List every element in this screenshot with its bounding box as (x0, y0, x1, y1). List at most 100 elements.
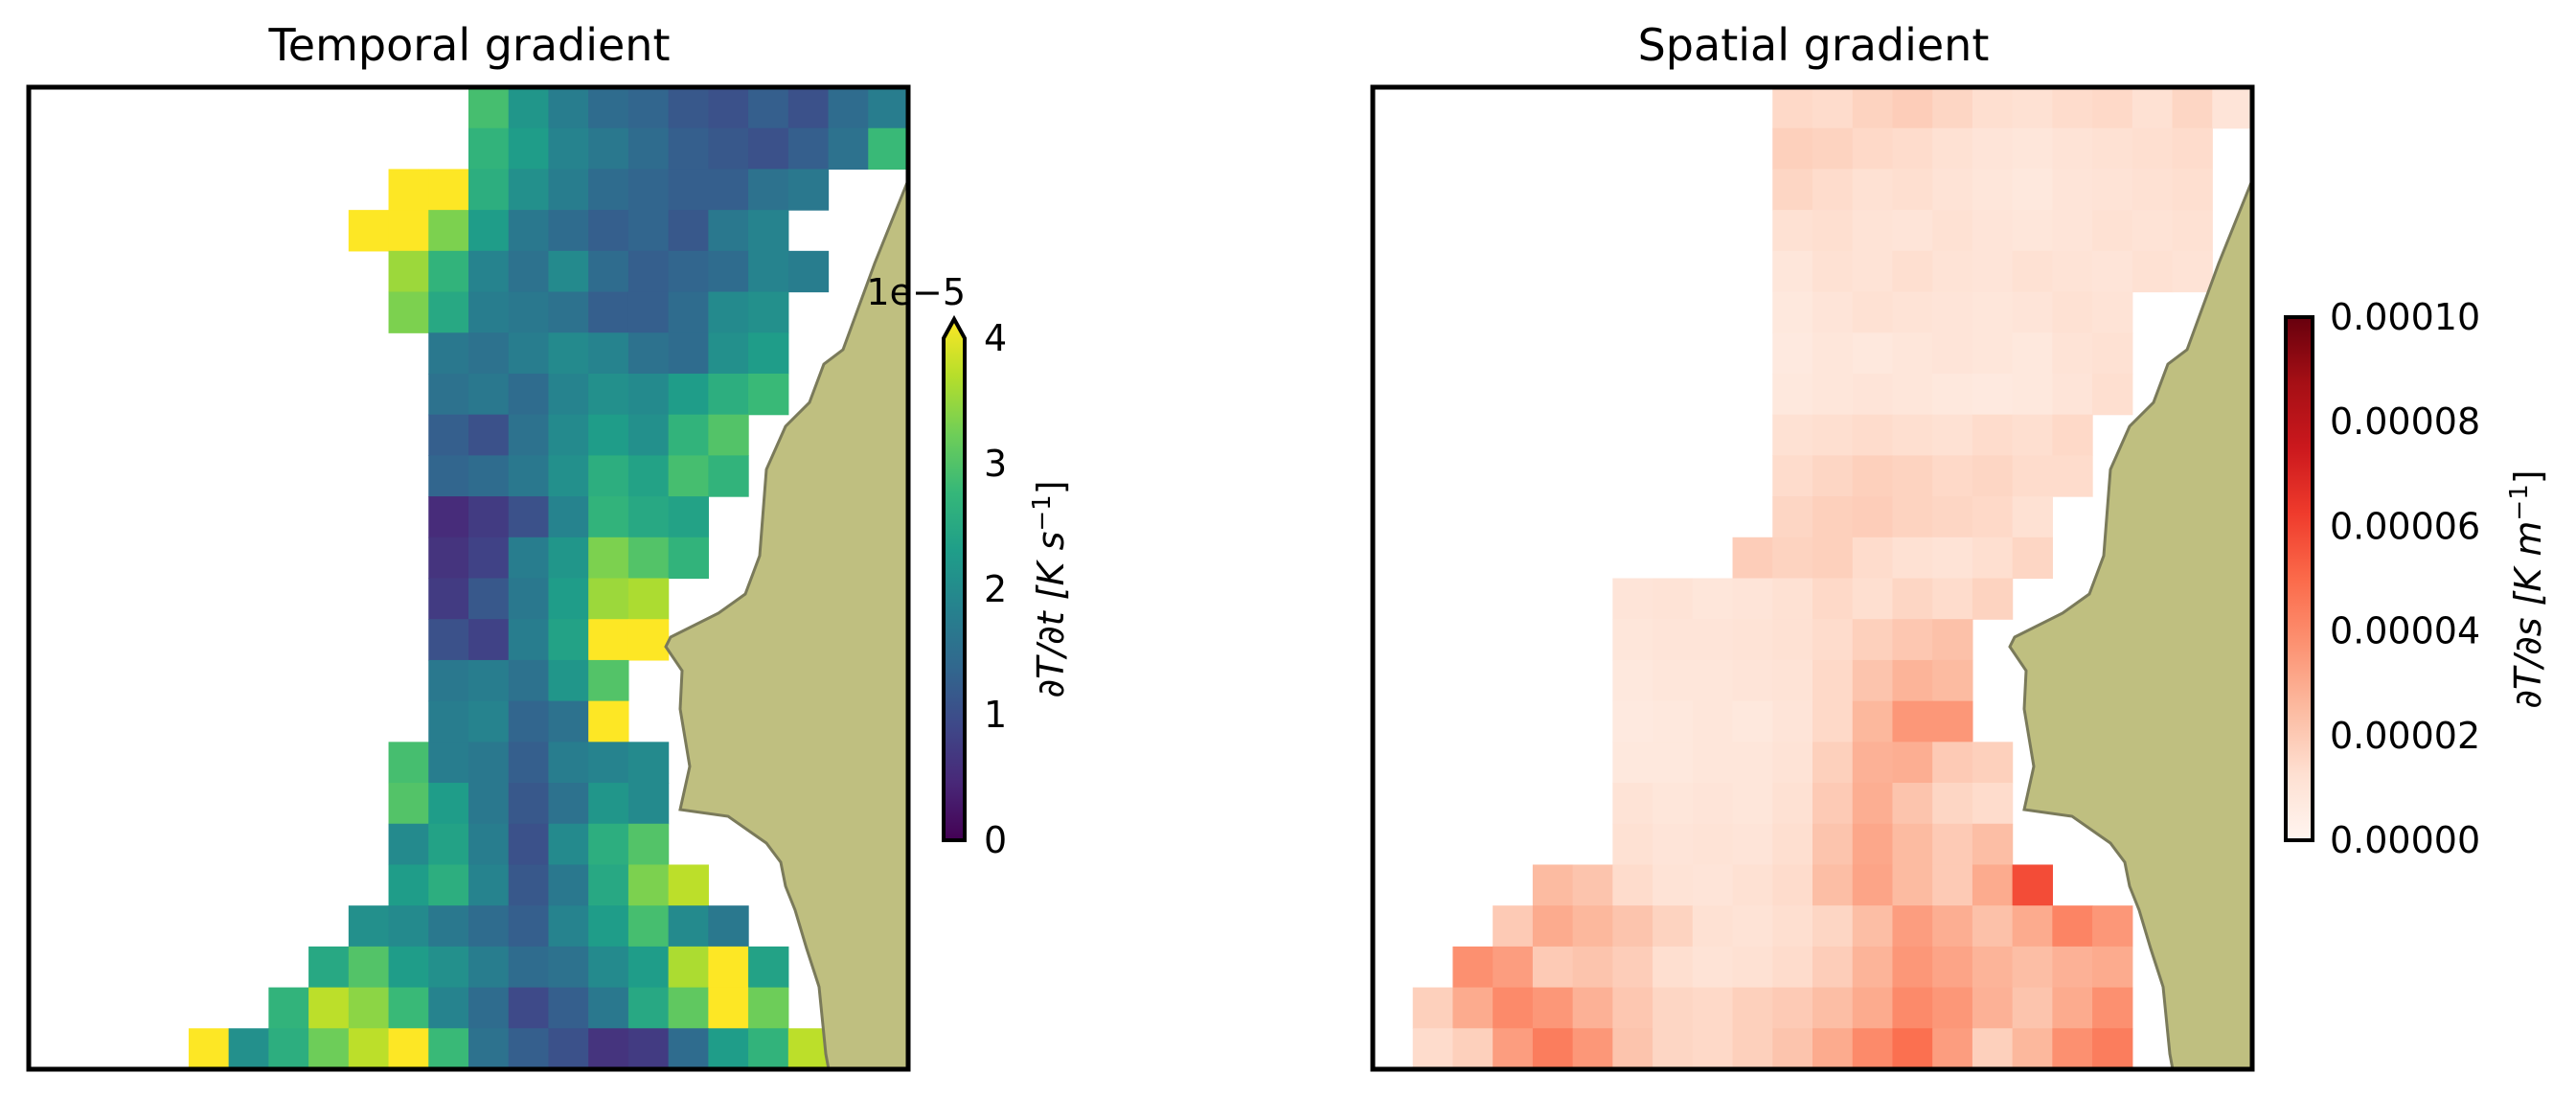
spatial-cell (1692, 783, 1734, 825)
temporal-cell (748, 946, 789, 989)
spatial-cell (1972, 864, 2014, 906)
temporal-cell (468, 332, 510, 375)
spatial-cell (2052, 1028, 2093, 1070)
spatial-cell (1852, 783, 1894, 825)
spatial-cell (1932, 905, 1973, 948)
spatial-colorbar-bar (2284, 315, 2314, 842)
spatial-cell (1812, 946, 1854, 989)
temporal-cell (468, 87, 510, 129)
temporal-land-mask (664, 179, 910, 1071)
spatial-cell (1653, 578, 1694, 620)
spatial-cell (1692, 742, 1734, 784)
temporal-cell (348, 905, 390, 948)
temporal-cell (548, 373, 589, 416)
spatial-cell (2092, 210, 2133, 252)
temporal-cell (548, 169, 589, 211)
temporal-cell (508, 332, 550, 375)
temporal-cell (428, 905, 469, 948)
spatial-cell (1653, 823, 1694, 866)
spatial-cell (2012, 291, 2053, 333)
temporal-cell (188, 1028, 230, 1070)
temporal-cell (708, 1028, 749, 1070)
temporal-cell (308, 1028, 350, 1070)
temporal-cell (348, 1028, 390, 1070)
temporal-cell (588, 823, 629, 866)
spatial-cell (1972, 1028, 2014, 1070)
spatial-cell (1493, 905, 1534, 948)
temporal-cell (787, 127, 830, 171)
spatial-cell (1732, 537, 1773, 580)
spatial-cell (1812, 700, 1854, 743)
temporal-cell (627, 373, 670, 416)
spatial-cell (2131, 169, 2174, 211)
spatial-cell (1612, 1028, 1653, 1070)
spatial-cell (1892, 87, 1933, 129)
temporal-cell (508, 659, 550, 702)
spatial-cell (2012, 455, 2053, 497)
spatial-cell (1972, 210, 2014, 252)
spatial-cell (1892, 742, 1933, 784)
spatial-cell (1732, 742, 1773, 784)
spatial-cell (1812, 291, 1854, 333)
spatial-cell (1852, 291, 1894, 333)
temporal-cell (468, 823, 510, 866)
temporal-cell (428, 537, 469, 580)
spatial-cell (2012, 414, 2053, 456)
temporal-cell (548, 578, 589, 620)
temporal-cell (268, 1028, 309, 1070)
temporal-cell (748, 210, 789, 252)
temporal-cell (508, 537, 550, 580)
temporal-cell (468, 250, 510, 293)
temporal-cell (708, 127, 749, 171)
spatial-cell (1852, 127, 1894, 171)
temporal-cell (708, 414, 749, 456)
spatial-cell (1892, 169, 1933, 211)
temporal-cell (627, 87, 670, 129)
spatial-cell (1892, 250, 1933, 293)
spatial-cell (2172, 87, 2213, 129)
spatial-cell (1812, 210, 1854, 252)
spatial-cell (1772, 127, 1813, 171)
spatial-cell (1932, 619, 1973, 661)
temporal-cell (708, 455, 749, 497)
temporal-cell (388, 987, 429, 1029)
spatial-cell (1612, 946, 1653, 989)
temporal-cell (468, 659, 510, 702)
temporal-cell (787, 87, 830, 129)
spatial-cell (1972, 127, 2014, 171)
temporal-cell (428, 783, 469, 825)
temporal-cell (508, 783, 550, 825)
temporal-cell (627, 332, 670, 375)
temporal-cell (508, 987, 550, 1029)
spatial-cell (1812, 537, 1854, 580)
spatial-cell (2131, 250, 2174, 293)
temporal-cell (388, 1028, 429, 1070)
spatial-cell (1852, 659, 1894, 702)
temporal-cell (588, 455, 629, 497)
spatial-cell (1732, 946, 1773, 989)
spatial-cell (1932, 700, 1973, 743)
spatial-cell (1452, 946, 1493, 989)
spatial-cells (1412, 87, 2253, 1070)
temporal-cell (627, 864, 670, 906)
temporal-cell (748, 87, 789, 129)
temporal-cell (588, 210, 629, 252)
temporal-cell (748, 169, 789, 211)
temporal-cell (627, 823, 670, 866)
temporal-cell (668, 127, 709, 171)
spatial-cell (1932, 414, 1973, 456)
temporal-cell (308, 987, 350, 1029)
temporal-cell (588, 946, 629, 989)
temporal-cell (627, 578, 670, 620)
temporal-cell (428, 742, 469, 784)
spatial-cell (1692, 905, 1734, 948)
spatial-cell (1412, 1028, 1454, 1070)
temporal-cell (388, 783, 429, 825)
temporal-cell (468, 783, 510, 825)
spatial-cell (1772, 250, 1813, 293)
temporal-cell (428, 619, 469, 661)
temporal-cell (508, 823, 550, 866)
spatial-cell (1653, 783, 1694, 825)
spatial-cell (1932, 373, 1973, 416)
temporal-cell (428, 864, 469, 906)
